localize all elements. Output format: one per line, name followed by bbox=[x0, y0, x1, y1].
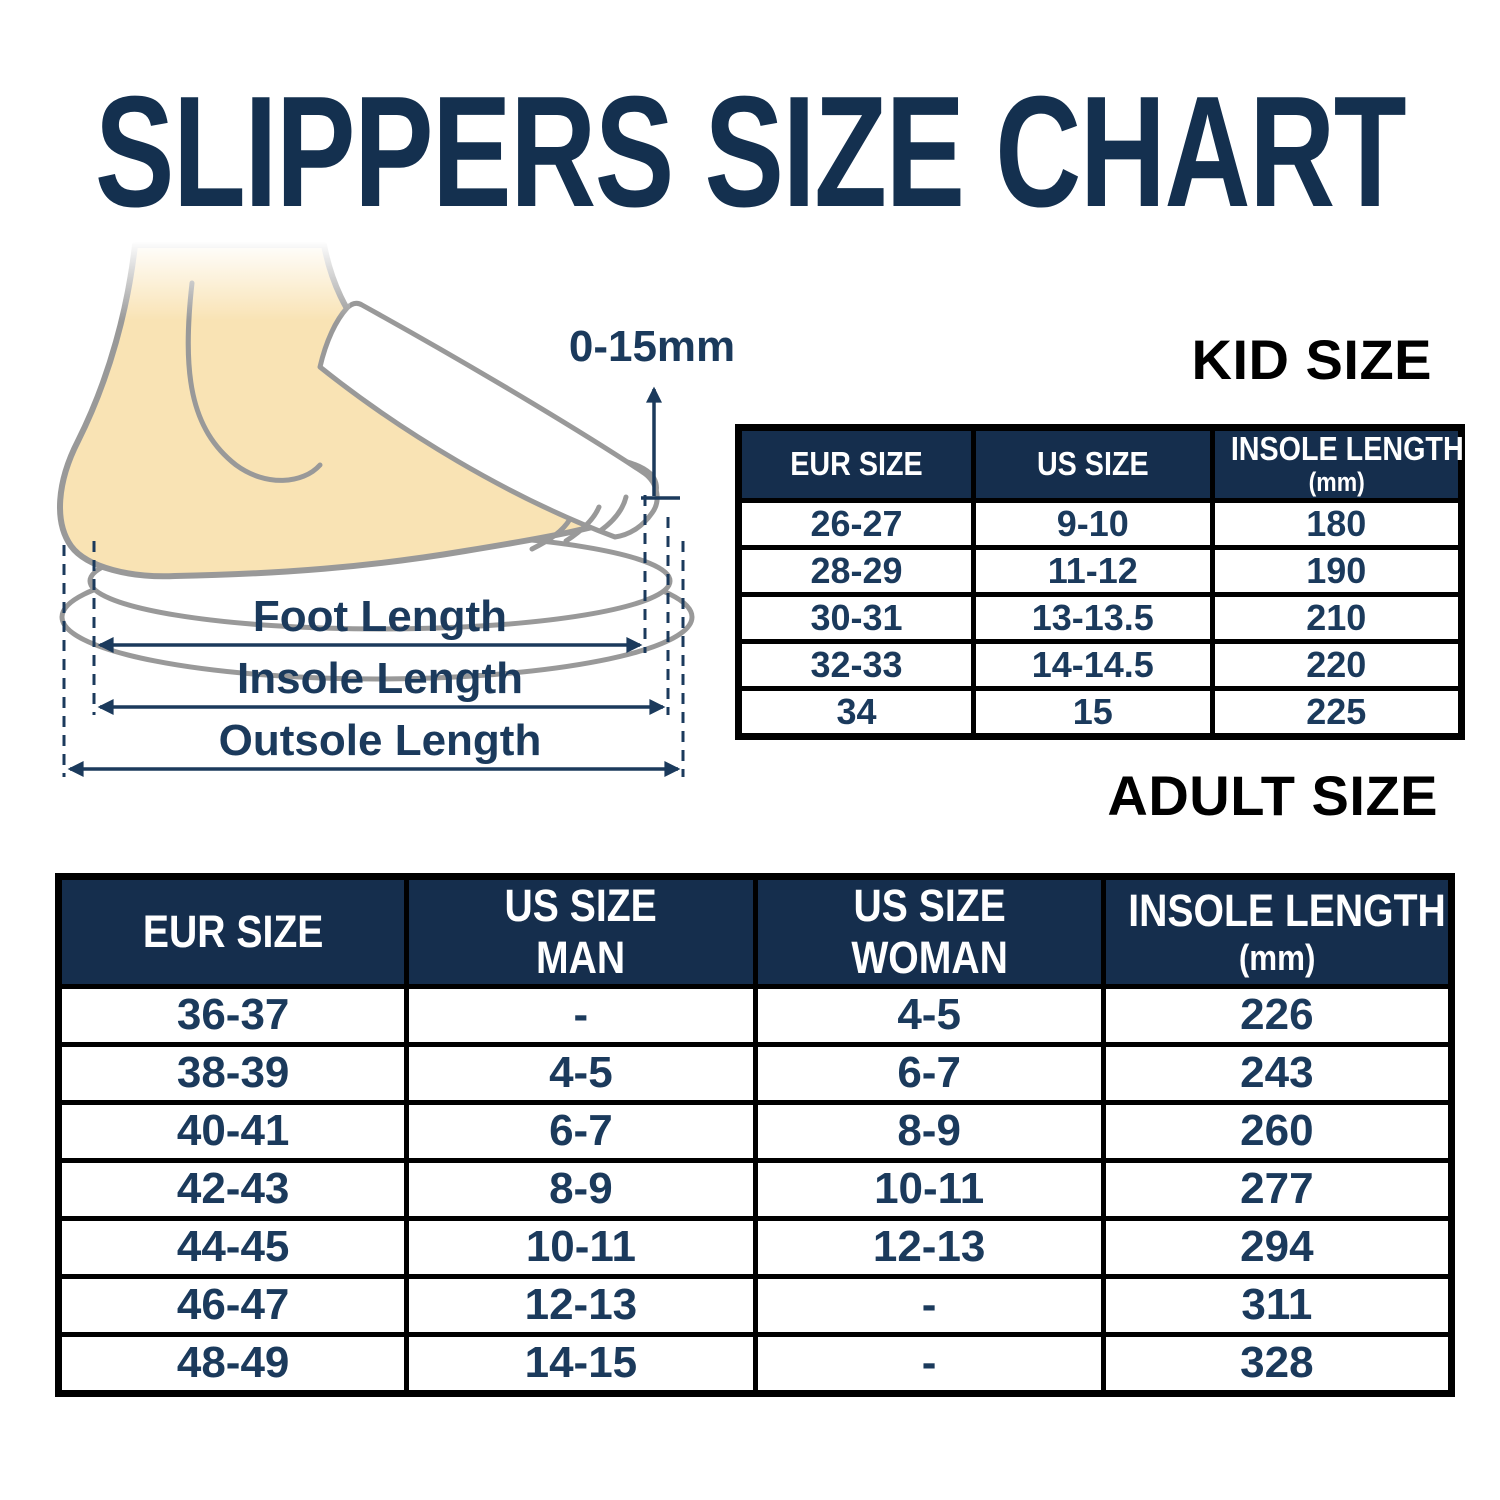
table-cell: 10-11 bbox=[404, 1215, 758, 1279]
table-cell: 294 bbox=[1100, 1215, 1455, 1279]
adult-size-heading: ADULT SIZE bbox=[1107, 764, 1438, 827]
table-row: 46-47 12-13 - 311 bbox=[55, 1273, 1455, 1337]
toe-lines bbox=[529, 494, 629, 552]
table-cell: 4-5 bbox=[404, 1041, 758, 1105]
table-cell: 9-10 bbox=[970, 497, 1215, 550]
table-header-cell: US SIZE MAN bbox=[404, 874, 758, 989]
table-header-cell: INSOLE LENGTH (mm) bbox=[1100, 874, 1455, 989]
table-row: 40-41 6-7 8-9 260 bbox=[55, 1099, 1455, 1163]
table-cell: 28-29 bbox=[736, 544, 976, 597]
table-cell: - bbox=[752, 1273, 1106, 1337]
table-row: 28-29 11-12 190 bbox=[736, 544, 1465, 597]
table-row: 36-37 - 4-5 226 bbox=[55, 983, 1455, 1047]
table-header-cell: US SIZE WOMAN bbox=[752, 874, 1106, 989]
table-cell: 10-11 bbox=[752, 1157, 1106, 1221]
insole-length-label: Insole Length bbox=[237, 654, 523, 703]
table-cell: 38-39 bbox=[55, 1041, 410, 1105]
header-line: US SIZE bbox=[504, 880, 658, 931]
table-cell: 26-27 bbox=[736, 497, 976, 550]
adult-size-table: EUR SIZE US SIZE MAN US SIZE WOMAN INSOL… bbox=[55, 873, 1455, 1397]
table-cell: 46-47 bbox=[55, 1273, 410, 1337]
table-cell: 42-43 bbox=[55, 1157, 410, 1221]
header-line: US SIZE bbox=[1036, 444, 1149, 482]
table-row: 26-27 9-10 180 bbox=[736, 497, 1465, 550]
table-row: 30-31 13-13.5 210 bbox=[736, 591, 1465, 644]
table-row: 32-33 14-14.5 220 bbox=[736, 638, 1465, 691]
header-line: WOMAN bbox=[850, 931, 1008, 983]
table-row: 38-39 4-5 6-7 243 bbox=[55, 1041, 1455, 1105]
ankle-contour-line bbox=[185, 280, 323, 483]
table-cell: 311 bbox=[1100, 1273, 1455, 1337]
table-cell: 48-49 bbox=[55, 1331, 410, 1396]
header-line: INSOLE LENGTH bbox=[1127, 885, 1446, 937]
table-cell: 243 bbox=[1100, 1041, 1455, 1105]
header-line: MAN bbox=[536, 931, 626, 983]
table-cell: 4-5 bbox=[752, 983, 1106, 1047]
toe-gap-label: 0-15mm bbox=[569, 322, 735, 371]
table-cell: 260 bbox=[1100, 1099, 1455, 1163]
table-row: 48-49 14-15 - 328 bbox=[55, 1331, 1455, 1396]
table-cell: 12-13 bbox=[752, 1215, 1106, 1279]
table-cell: 8-9 bbox=[404, 1157, 758, 1221]
table-cell: 36-37 bbox=[55, 983, 410, 1047]
table-cell: 328 bbox=[1100, 1331, 1455, 1396]
table-cell: - bbox=[752, 1331, 1106, 1396]
table-cell: 8-9 bbox=[752, 1099, 1106, 1163]
table-cell: 30-31 bbox=[736, 591, 976, 644]
table-cell: 6-7 bbox=[404, 1099, 758, 1163]
slipper-upper-band bbox=[317, 300, 660, 540]
table-header-cell: INSOLE LENGTH (mm) bbox=[1209, 425, 1465, 503]
leg-fade bbox=[90, 241, 350, 321]
header-line: US SIZE bbox=[852, 880, 1006, 931]
table-header-cell: EUR SIZE bbox=[736, 425, 976, 503]
table-cell: 32-33 bbox=[736, 638, 976, 691]
header-line: EUR SIZE bbox=[790, 444, 923, 482]
kid-size-table: EUR SIZE US SIZE INSOLE LENGTH (mm) 26-2… bbox=[735, 424, 1465, 740]
kid-size-heading: KID SIZE bbox=[1191, 328, 1432, 391]
table-row: 42-43 8-9 10-11 277 bbox=[55, 1157, 1455, 1221]
table-cell: 34 bbox=[736, 685, 976, 739]
table-cell: 277 bbox=[1100, 1157, 1455, 1221]
table-cell: 15 bbox=[970, 685, 1215, 739]
table-cell: - bbox=[404, 983, 758, 1047]
header-line: (mm) bbox=[1308, 466, 1365, 497]
table-header-cell: EUR SIZE bbox=[55, 874, 410, 989]
header-line: (mm) bbox=[1238, 936, 1316, 978]
table-cell: 11-12 bbox=[970, 544, 1215, 597]
header-line: EUR SIZE bbox=[142, 905, 324, 957]
table-cell: 180 bbox=[1209, 497, 1465, 550]
page-title: SLIPPERS SIZE CHART bbox=[94, 64, 1407, 240]
table-cell: 40-41 bbox=[55, 1099, 410, 1163]
table-cell: 220 bbox=[1209, 638, 1465, 691]
table-cell: 44-45 bbox=[55, 1215, 410, 1279]
table-header-row: EUR SIZE US SIZE MAN US SIZE WOMAN INSOL… bbox=[55, 874, 1455, 989]
table-cell: 190 bbox=[1209, 544, 1465, 597]
foot-measurement-diagram: 0-15mm Foot Length Insole Length Outsole… bbox=[57, 241, 735, 777]
table-cell: 226 bbox=[1100, 983, 1455, 1047]
table-cell: 210 bbox=[1209, 591, 1465, 644]
table-cell: 225 bbox=[1209, 685, 1465, 739]
table-row: 34 15 225 bbox=[736, 685, 1465, 739]
table-cell: 13-13.5 bbox=[970, 591, 1215, 644]
table-cell: 12-13 bbox=[404, 1273, 758, 1337]
header-line: INSOLE LENGTH bbox=[1230, 430, 1464, 467]
table-cell: 14-15 bbox=[404, 1331, 758, 1396]
table-header-cell: US SIZE bbox=[970, 425, 1215, 503]
foot-length-label: Foot Length bbox=[253, 592, 507, 641]
table-cell: 6-7 bbox=[752, 1041, 1106, 1105]
outsole-length-label: Outsole Length bbox=[219, 716, 542, 765]
table-header-row: EUR SIZE US SIZE INSOLE LENGTH (mm) bbox=[736, 425, 1465, 503]
table-cell: 14-14.5 bbox=[970, 638, 1215, 691]
table-row: 44-45 10-11 12-13 294 bbox=[55, 1215, 1455, 1279]
